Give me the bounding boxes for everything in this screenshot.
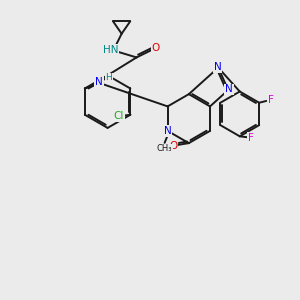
Text: F: F bbox=[268, 95, 273, 105]
Text: N: N bbox=[214, 62, 221, 72]
Text: N: N bbox=[164, 126, 172, 136]
Text: F: F bbox=[248, 133, 254, 143]
Text: N: N bbox=[95, 76, 103, 87]
Text: HN: HN bbox=[103, 45, 118, 55]
Text: Cl: Cl bbox=[114, 111, 124, 121]
Text: O: O bbox=[152, 43, 160, 53]
Text: CH₃: CH₃ bbox=[157, 144, 172, 153]
Text: N: N bbox=[225, 84, 233, 94]
Text: H: H bbox=[105, 73, 112, 82]
Text: O: O bbox=[169, 140, 177, 151]
